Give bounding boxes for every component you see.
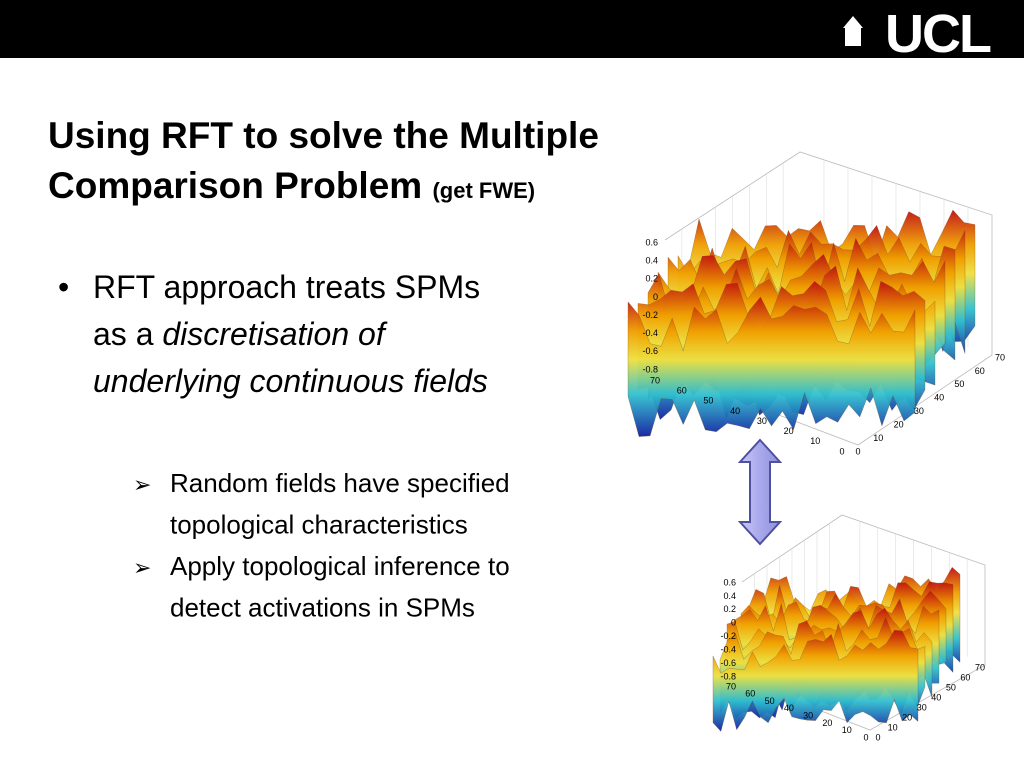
plot-box: [741, 514, 986, 731]
z-tick-label: -0.4: [642, 328, 658, 338]
header-bar: [0, 0, 1024, 58]
sub-bullet-text: detect activations in SPMs: [170, 593, 475, 623]
x-tick-label: 20: [784, 426, 794, 436]
surface-ribbon: [712, 630, 919, 732]
title-note: (get FWE): [432, 178, 535, 203]
logo: UCL: [885, 4, 991, 64]
sub-bullets: ➢ Random fields have specified topological…: [133, 468, 510, 623]
z-tick-label: 0.4: [645, 256, 658, 266]
z-tick-label: 0: [731, 618, 736, 628]
y-tick-label: 60: [960, 672, 970, 682]
y-tick-label: 0: [875, 732, 880, 742]
x-tick-label: 10: [842, 725, 852, 735]
y-tick-label: 20: [902, 712, 912, 722]
x-tick-label: 30: [757, 416, 767, 426]
logo-dome: [843, 16, 863, 28]
plot-box: [664, 151, 993, 446]
sub-bullet-mark: ➢: [133, 472, 151, 497]
bullet-plain: as a: [93, 316, 154, 352]
z-tick-label: -0.2: [720, 631, 736, 641]
sub-bullet-mark: ➢: [133, 555, 151, 580]
surface-plot: 0.60.40.20-0.2-0.4-0.6-0.870605040302010…: [712, 514, 986, 742]
bullet-italic: discretisation of: [162, 316, 387, 352]
y-tick-label: 10: [888, 722, 898, 732]
sub-bullet-text: Apply topological inference to: [170, 551, 510, 581]
y-tick-label: 70: [975, 662, 985, 672]
x-tick-label: 70: [650, 375, 660, 385]
z-tick-label: 0.6: [723, 577, 736, 587]
bullet-mark: •: [58, 269, 69, 305]
y-tick-label: 50: [946, 682, 956, 692]
bullet-text: underlying continuous fields: [93, 363, 488, 399]
y-tick-label: 50: [954, 379, 964, 389]
x-tick-label: 30: [803, 711, 813, 721]
z-tick-label: -0.6: [720, 658, 736, 668]
bullet-text: RFT approach treats SPMs: [93, 269, 480, 305]
z-tick-label: 0.4: [723, 591, 736, 601]
logo-portico: [845, 28, 861, 46]
bullet-text: as a discretisation of: [93, 316, 388, 352]
z-tick-label: -0.2: [642, 310, 658, 320]
x-tick-label: 50: [765, 696, 775, 706]
y-tick-label: 40: [934, 393, 944, 403]
z-tick-label: 0: [653, 292, 658, 302]
z-tick-label: 0.6: [645, 237, 658, 247]
y-tick-label: 20: [894, 420, 904, 430]
sub-bullet-text: topological characteristics: [170, 510, 468, 540]
y-tick-label: 10: [873, 433, 883, 443]
y-tick-label: 0: [855, 446, 860, 456]
x-tick-label: 0: [863, 732, 868, 742]
sub-bullet-text: Random fields have specified: [170, 468, 510, 498]
x-tick-label: 70: [726, 681, 736, 691]
x-tick-label: 0: [839, 446, 844, 456]
x-tick-label: 50: [703, 396, 713, 406]
y-tick-label: 40: [931, 692, 941, 702]
x-tick-label: 20: [822, 718, 832, 728]
x-tick-label: 60: [677, 386, 687, 396]
title-text: Comparison Problem: [48, 165, 422, 206]
y-tick-label: 60: [975, 366, 985, 376]
title-line: Using RFT to solve the Multiple: [48, 115, 599, 156]
z-tick-label: 0.2: [723, 604, 736, 614]
surface-ribbon: [627, 296, 916, 437]
title-line: Comparison Problem (get FWE): [48, 165, 535, 206]
y-tick-label: 30: [914, 406, 924, 416]
z-tick-label: -0.6: [642, 346, 658, 356]
x-tick-label: 10: [810, 436, 820, 446]
y-tick-label: 70: [995, 352, 1005, 362]
plots: 0.60.40.20-0.2-0.4-0.6-0.870605040302010…: [627, 151, 1005, 742]
z-tick-label: -0.8: [720, 671, 736, 681]
double-arrow: [737, 438, 783, 546]
x-tick-label: 40: [730, 406, 740, 416]
surface-plot: 0.60.40.20-0.2-0.4-0.6-0.870605040302010…: [627, 151, 1005, 456]
z-tick-label: -0.8: [642, 364, 658, 374]
x-tick-label: 60: [745, 689, 755, 699]
y-tick-label: 30: [917, 702, 927, 712]
x-tick-label: 40: [784, 703, 794, 713]
z-tick-label: -0.4: [720, 645, 736, 655]
z-tick-label: 0.2: [645, 274, 658, 284]
